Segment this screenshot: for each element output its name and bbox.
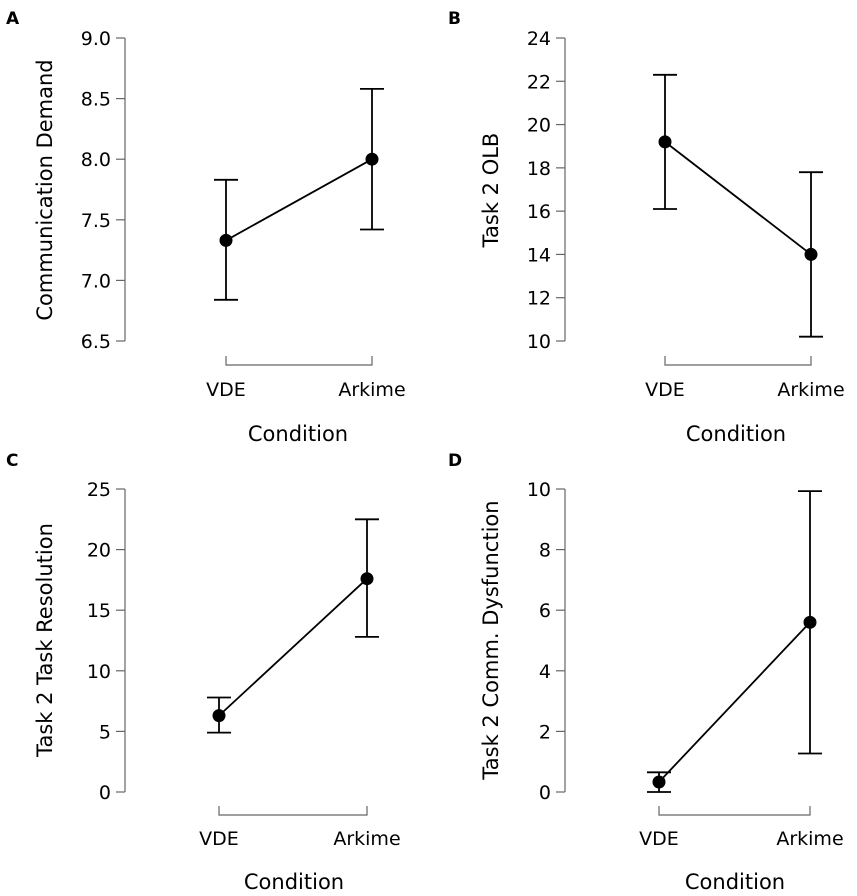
x-tick-label-arkime: Arkime [333,828,400,850]
series-line [658,621,811,783]
y-tick-label: 25 [87,479,111,501]
y-tick-label: 6 [539,600,551,622]
x-tick-label-vde: VDE [199,828,239,850]
x-axis-label: Condition [244,870,344,894]
y-ticks: 0 5 10 15 20 25 [87,479,125,804]
y-tick-label: 2 [539,721,551,743]
y-tick-label: 7.0 [81,270,111,292]
y-tick-label: 7.5 [81,210,111,232]
series-marks [647,490,822,793]
x-axis-line [218,806,368,816]
x-tick-label-arkime: Arkime [776,828,843,850]
data-point-arkime [804,247,818,261]
panel-letter: B [448,9,461,29]
data-point-vde [658,135,672,149]
x-tick-label-vde: VDE [639,828,679,850]
panel-letter: C [6,451,18,471]
data-point-vde [652,775,666,789]
panel-letter: D [448,451,462,471]
data-point-arkime [365,152,379,166]
y-tick-label: 0 [539,782,551,804]
y-tick-label: 0 [99,782,111,804]
y-ticks: 6.5 7.0 7.5 8.0 8.5 9.0 [81,28,125,353]
x-axis-label: Condition [685,870,785,894]
y-tick-label: 12 [527,288,551,310]
y-ticks: 10 12 14 16 18 20 22 24 [527,28,565,353]
y-tick-label: 8.5 [81,89,111,111]
y-tick-label: 9.0 [81,28,111,50]
data-point-vde [212,709,226,723]
y-tick-label: 6.5 [81,331,111,353]
series-marks [207,518,379,734]
y-tick-label: 4 [539,661,551,683]
y-axis-label: Communication Demand [33,59,57,320]
y-tick-label: 10 [527,479,551,501]
y-tick-label: 18 [527,158,551,180]
panel-letter: A [6,9,20,29]
series-line [664,141,812,256]
y-tick-label: 14 [527,244,551,266]
y-tick-label: 5 [99,721,111,743]
x-tick-label-arkime: Arkime [777,379,844,401]
y-tick-label: 22 [527,71,551,93]
x-tick-label-vde: VDE [645,379,685,401]
y-axis-label: Task 2 Comm. Dysfunction [479,500,503,780]
x-axis-line [658,806,811,816]
x-axis-label: Condition [686,422,786,446]
y-tick-label: 20 [527,115,551,137]
y-axis-label: Task 2 OLB [479,133,503,249]
x-tick-label-vde: VDE [206,379,246,401]
series-marks [214,88,384,301]
x-tick-label-arkime: Arkime [338,379,405,401]
x-axis-label: Condition [248,422,348,446]
series-marks [653,73,823,338]
y-ticks: 0 2 4 6 8 10 [527,479,565,804]
y-tick-label: 20 [87,540,111,562]
y-axis-label: Task 2 Task Resolution [33,523,57,758]
panel-a: A 6.5 7.0 7.5 8.0 8.5 9.0 Communication Deman… [6,9,406,446]
y-tick-label: 10 [87,661,111,683]
y-tick-label: 8 [539,540,551,562]
y-tick-label: 10 [527,331,551,353]
y-tick-label: 16 [527,201,551,223]
y-tick-label: 15 [87,600,111,622]
data-point-vde [219,233,233,247]
y-tick-label: 24 [527,28,551,50]
data-point-arkime [803,615,817,629]
series-line [225,158,373,242]
x-axis-line [225,356,373,366]
panel-b: B 10 12 14 16 18 20 22 24 Task 2 OLB VDE Arkime… [448,9,845,446]
x-axis-line [664,356,812,366]
panel-d: D 0 2 4 6 8 10 Task 2 Comm. Dysfunction VDE A… [448,451,844,894]
y-tick-label: 8.0 [81,149,111,171]
data-point-arkime [360,572,374,586]
series-line [218,578,368,717]
